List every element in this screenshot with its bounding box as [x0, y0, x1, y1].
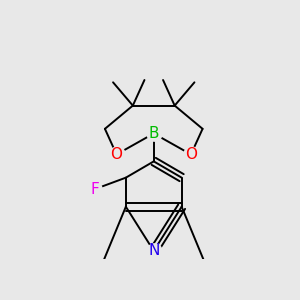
Text: F: F	[90, 182, 99, 197]
Text: O: O	[111, 147, 123, 162]
Text: B: B	[148, 126, 159, 141]
Text: O: O	[185, 147, 197, 162]
Text: N: N	[148, 243, 159, 258]
